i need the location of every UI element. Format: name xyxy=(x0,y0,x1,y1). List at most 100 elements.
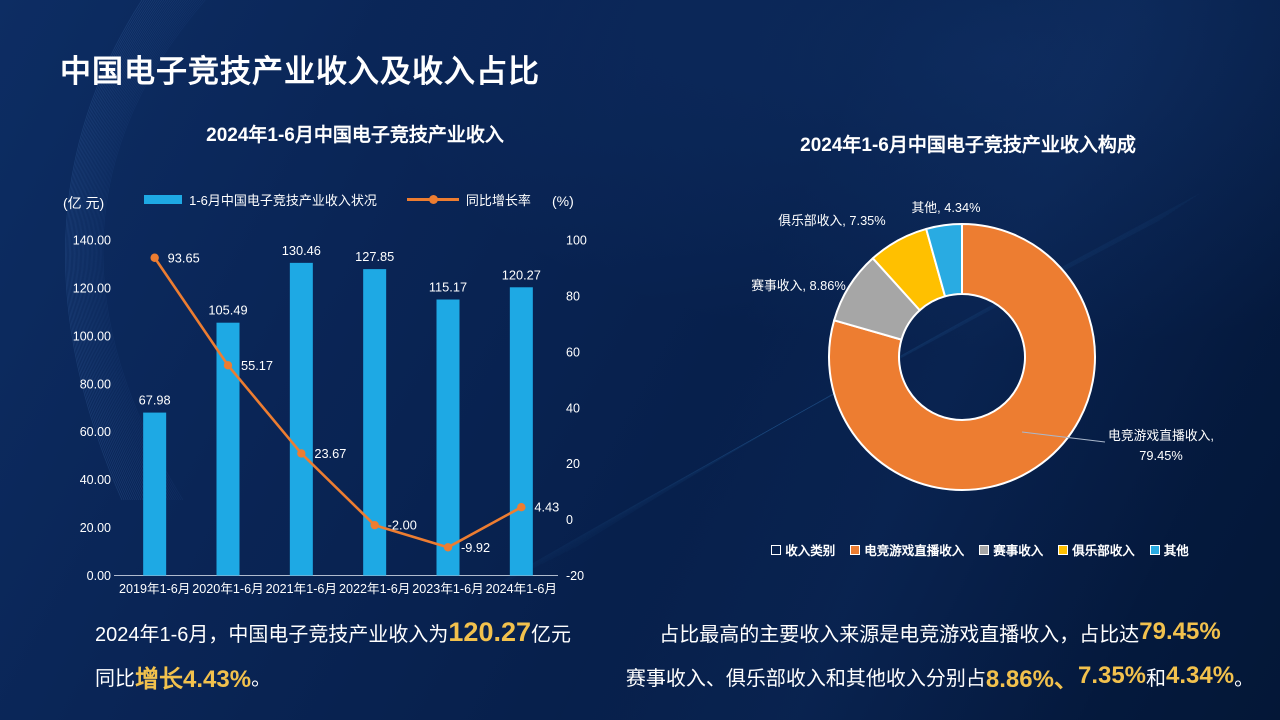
right-axis-tick: 100 xyxy=(566,234,587,248)
line-point xyxy=(370,520,379,530)
line-value-label: 93.65 xyxy=(168,250,200,265)
legend-item-revenue: 1-6月中国电子竞技产业收入状况 xyxy=(144,190,377,209)
right-axis-tick: 20 xyxy=(566,457,580,471)
line-point xyxy=(297,449,306,458)
legend-color-swatch-icon xyxy=(1149,544,1160,555)
bar xyxy=(509,287,533,576)
donut-chart xyxy=(828,223,1106,491)
legend-label: 俱乐部收入 xyxy=(1072,544,1135,558)
bar-chart-legend: 1-6月中国电子竞技产业收入状况 同比增长率 xyxy=(60,190,615,209)
summary-segment: 增长4.43% xyxy=(135,665,252,693)
pie-slice-label: 其他, 4.34% xyxy=(911,200,981,215)
line-point xyxy=(517,502,526,512)
legend-color-swatch-icon xyxy=(850,544,861,555)
legend-label-growth: 同比增长率 xyxy=(465,193,531,208)
legend-item-growth: 同比增长率 xyxy=(406,190,531,209)
summary-segment: 8.86%、 xyxy=(985,665,1078,693)
pie-slice-label: 赛事收入, 8.86% xyxy=(751,278,846,293)
summary-segment: 7.35% xyxy=(1077,662,1147,689)
line-point xyxy=(223,361,233,370)
page-title: 中国电子竞技产业收入及收入占比 xyxy=(60,54,540,89)
bar-series-swatch-icon xyxy=(144,195,183,204)
summary-segment: 2024年1-6月，中国电子竞技产业收入为 xyxy=(95,623,449,646)
bar-value-label: 127.85 xyxy=(355,249,394,264)
pie-slice xyxy=(828,223,1096,491)
bar-value-label: 67.98 xyxy=(139,393,171,408)
x-axis-label: 2023年1-6月 xyxy=(412,582,483,596)
left-axis-tick: 0.00 xyxy=(87,569,111,583)
donut-legend-item: 赛事收入 xyxy=(979,540,1043,559)
right-axis-tick: 40 xyxy=(566,401,580,415)
legend-color-swatch-icon xyxy=(771,544,782,555)
left-axis-tick: 60.00 xyxy=(80,425,111,439)
legend-label-revenue: 1-6月中国电子竞技产业收入状况 xyxy=(189,193,377,208)
line-value-label: -2.00 xyxy=(388,518,417,533)
x-axis-label: 2019年1-6月 xyxy=(119,582,190,596)
legend-color-swatch-icon xyxy=(1058,544,1069,555)
line-point xyxy=(150,253,159,262)
right-summary-line-1: 占比最高的主要收入来源是电竞游戏直播收入，占比达 79.45% xyxy=(618,610,1262,654)
donut-legend-item: 其他 xyxy=(1149,540,1189,559)
bar-line-combo-chart: 0.00 20.00 40.00 60.00 80.00 100.00 120.00 140.… xyxy=(73,234,587,597)
donut-chart-title: 2024年1-6月中国电子竞技产业收入构成 xyxy=(800,135,1136,156)
summary-segment: 4.34% xyxy=(1166,662,1235,689)
line-value-label: 4.43 xyxy=(534,500,559,515)
pie-slice-label: 俱乐部收入, 7.35% xyxy=(778,213,886,228)
donut-legend-item: 电竞游戏直播收入 xyxy=(850,540,964,559)
bar-value-label: 115.17 xyxy=(429,280,467,295)
left-summary-line-1: 2024年1-6月，中国电子竞技产业收入为 120.27 亿元 xyxy=(95,610,571,654)
line-series-swatch-icon xyxy=(406,195,459,204)
bar-value-label: 120.27 xyxy=(502,267,541,282)
left-axis-tick: 40.00 xyxy=(80,473,111,487)
x-axis-label: 2024年1-6月 xyxy=(486,582,557,596)
left-axis-tick: 20.00 xyxy=(80,521,111,535)
left-summary-line-2: 同比 增长4.43%。 xyxy=(95,654,571,698)
donut-chart-legend: 收入类别 电竞游戏直播收入 赛事收入 俱乐部收入 其他 xyxy=(745,540,1215,559)
left-summary-text: 2024年1-6月，中国电子竞技产业收入为 120.27 亿元 同比 增长4.43%。 xyxy=(95,610,571,698)
right-summary-line-2: 赛事收入、俱乐部收入和其他收入分别占 8.86%、 7.35% 和 4.34%。 xyxy=(618,654,1262,698)
leader-line xyxy=(1021,431,1106,443)
donut-legend-item: 收入类别 xyxy=(771,540,835,559)
bar xyxy=(363,269,387,576)
left-axis-unit-label: (亿 元) xyxy=(63,195,105,211)
right-axis-tick: 60 xyxy=(566,345,580,359)
x-axis-label: 2022年1-6月 xyxy=(339,582,410,596)
legend-label: 其他 xyxy=(1163,544,1189,558)
legend-label: 赛事收入 xyxy=(993,544,1044,558)
right-axis-tick: 0 xyxy=(566,513,573,527)
line-point xyxy=(443,543,453,552)
x-axis-label: 2021年1-6月 xyxy=(266,582,337,596)
summary-segment: 和 xyxy=(1146,667,1167,690)
line-value-label: 55.17 xyxy=(241,358,273,373)
pie-slice-label: 电竞游戏直播收入, 79.45% xyxy=(1108,428,1214,463)
right-axis-tick: 80 xyxy=(566,289,580,303)
left-axis-tick: 140.00 xyxy=(73,234,111,248)
bar-chart-title: 2024年1-6月中国电子竞技产业收入 xyxy=(206,125,504,146)
left-axis-tick: 100.00 xyxy=(73,329,111,343)
line-value-label: 23.67 xyxy=(314,446,346,461)
bar xyxy=(216,322,240,576)
x-axis-label: 2020年1-6月 xyxy=(192,582,263,596)
legend-color-swatch-icon xyxy=(979,544,990,555)
bar xyxy=(436,299,460,576)
line-value-label: -9.92 xyxy=(461,540,490,555)
summary-segment: 。 xyxy=(1234,667,1255,690)
right-axis-unit-label: (%) xyxy=(552,193,574,209)
right-axis-tick: -20 xyxy=(566,569,584,583)
growth-line xyxy=(153,257,522,549)
bar xyxy=(143,412,167,576)
legend-label: 电竞游戏直播收入 xyxy=(864,544,965,558)
left-axis-tick: 80.00 xyxy=(80,377,111,391)
summary-segment: 120.27 xyxy=(448,616,531,647)
summary-segment: 。 xyxy=(251,667,272,690)
donut-legend-item: 俱乐部收入 xyxy=(1058,540,1135,559)
summary-segment: 占比最高的主要收入来源是电竞游戏直播收入，占比达 xyxy=(659,623,1140,646)
pie-slice xyxy=(925,223,963,298)
summary-segment: 赛事收入、俱乐部收入和其他收入分别占 xyxy=(625,667,986,690)
left-axis-tick: 120.00 xyxy=(73,281,111,295)
line-series-dot-icon xyxy=(428,195,438,204)
right-summary-text: 占比最高的主要收入来源是电竞游戏直播收入，占比达 79.45% 赛事收入、俱乐部收… xyxy=(618,610,1262,698)
bar-value-label: 105.49 xyxy=(208,303,247,318)
summary-segment: 79.45% xyxy=(1139,618,1221,645)
